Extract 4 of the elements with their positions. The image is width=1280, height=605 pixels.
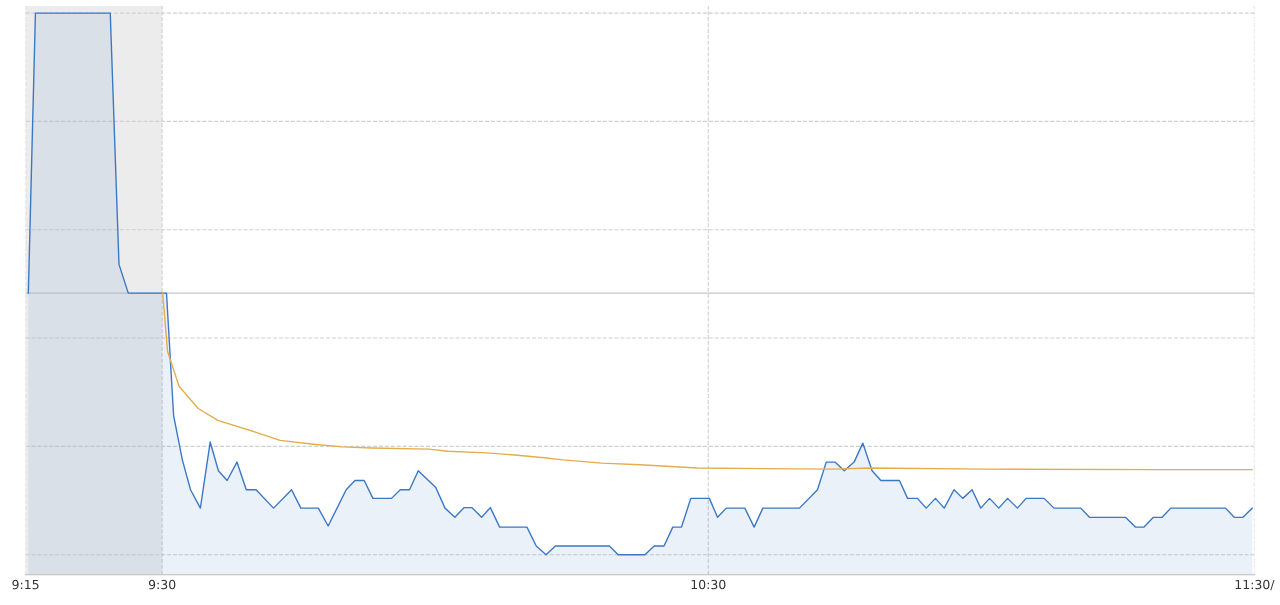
x-tick-label: 9:30 [148, 579, 176, 590]
x-tick-label: 10:30 [691, 579, 726, 590]
x-tick-label: 11:30/ [1235, 579, 1275, 591]
x-tick-label: 9:15 [12, 579, 39, 590]
